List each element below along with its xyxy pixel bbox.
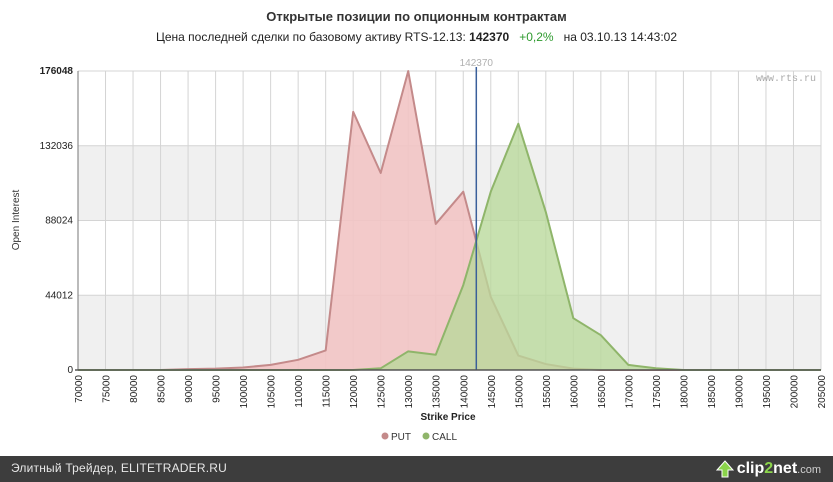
logo-part-net: net	[773, 460, 798, 477]
x-tick-label: 180000	[679, 375, 690, 409]
footer-caption: Элитный Трейдер, ELITETRADER.RU	[11, 461, 227, 475]
logo-part-2: 2	[764, 460, 774, 477]
x-tick-label: 150000	[514, 375, 525, 409]
price-marker-label: 142370	[460, 58, 494, 69]
x-tick-label: 80000	[129, 375, 140, 403]
axes	[75, 71, 821, 371]
source-watermark: www.rts.ru	[756, 74, 816, 85]
x-tick-label: 110000	[294, 375, 305, 408]
logo-wordmark: clip2net.com	[737, 460, 821, 478]
legend-label-call: CALL	[432, 432, 457, 443]
x-tick-label: 135000	[432, 375, 443, 409]
legend-marker-put	[381, 432, 389, 440]
logo-part-clip: clip	[736, 460, 765, 477]
last-price: 142370	[469, 30, 510, 44]
x-tick-label: 125000	[377, 375, 388, 409]
x-tick-label: 90000	[184, 375, 195, 403]
y-tick-label: 0	[67, 365, 73, 376]
y-tick-label: 132036	[40, 141, 74, 152]
update-datetime: 03.10.13 14:43:02	[580, 30, 678, 44]
x-tick-label: 170000	[624, 375, 635, 409]
x-tick-label: 70000	[74, 375, 85, 403]
x-tick-label: 190000	[734, 375, 745, 409]
x-tick-label: 130000	[404, 375, 415, 409]
legend-item-call: CALL	[422, 432, 457, 443]
x-tick-label: 75000	[102, 375, 113, 403]
chart-title: Открытые позиции по опционным контрактам	[266, 9, 567, 24]
x-tick-label: 105000	[267, 375, 278, 409]
subtitle-prefix: Цена последней сделки по базовому активу…	[155, 30, 466, 44]
x-tick-label: 100000	[239, 375, 250, 409]
date-prefix: на	[563, 30, 577, 44]
x-tick-label: 145000	[487, 375, 498, 409]
legend-label-put: PUT	[391, 432, 411, 443]
clip2net-logo: clip2net.com	[715, 458, 821, 480]
x-tick-label: 195000	[762, 375, 773, 409]
x-tick-label: 175000	[652, 375, 663, 409]
series-put-area	[78, 71, 821, 370]
legend-marker-call	[422, 432, 430, 440]
y-tick-label: 176048	[40, 66, 74, 77]
x-tick-label: 205000	[817, 375, 828, 409]
upload-arrow-icon	[715, 460, 734, 478]
footer-bar: Элитный Трейдер, ELITETRADER.RU clip2net…	[0, 456, 833, 482]
legend: PUT CALL	[381, 432, 457, 443]
x-tick-label: 155000	[542, 375, 553, 409]
x-tick-label: 160000	[569, 375, 580, 409]
price-change: +0,2%	[519, 30, 554, 44]
y-tick-label: 44012	[45, 290, 73, 301]
logo-part-tld: .com	[797, 464, 821, 476]
x-tick-label: 200000	[789, 375, 800, 409]
price-marker: 142370	[460, 58, 494, 370]
x-tick-label: 85000	[157, 375, 168, 403]
chart-subtitle: Цена последней сделки по базовому активу…	[0, 30, 833, 44]
legend-item-put: PUT	[381, 432, 411, 443]
x-tick-label: 165000	[597, 375, 608, 409]
x-tick-label: 120000	[349, 375, 360, 409]
x-tick-labels: 70000 75000 80000 85000 90000 95000 100000 1050…	[74, 375, 828, 409]
y-tick-labels: 0 44012 88024 132036 176048	[40, 66, 74, 376]
y-tick-label: 88024	[45, 216, 73, 227]
x-tick-label: 140000	[459, 375, 470, 409]
x-tick-label: 115000	[322, 375, 333, 408]
x-tick-label: 95000	[212, 375, 223, 403]
x-tick-label: 185000	[707, 375, 718, 409]
y-axis-title: Open Interest	[11, 189, 22, 250]
x-axis-title: Strike Price	[420, 412, 475, 423]
